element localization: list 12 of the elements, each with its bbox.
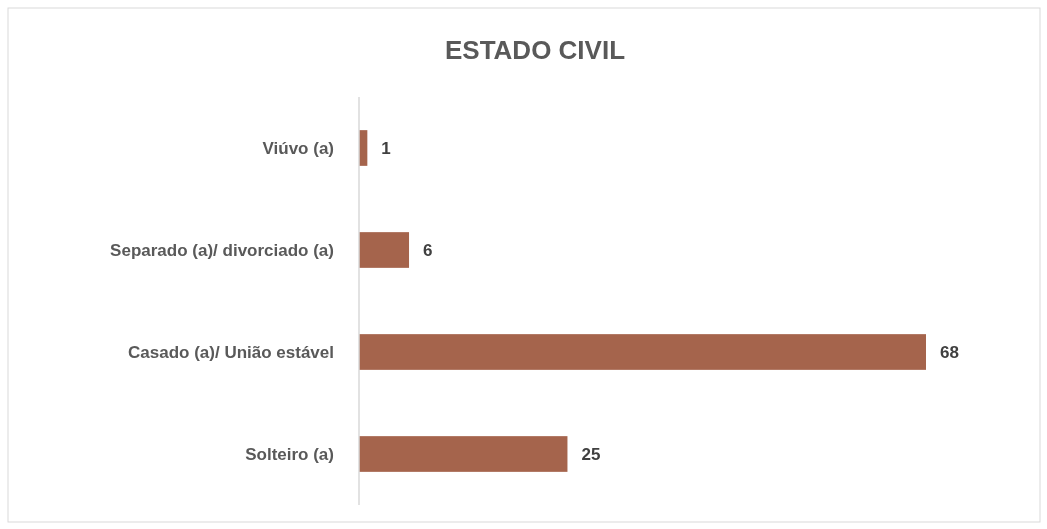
chart-title: ESTADO CIVIL	[444, 35, 626, 66]
bar	[359, 436, 568, 472]
data-label: 25	[581, 444, 601, 464]
y-tick-label: Viúvo (a)	[262, 138, 334, 158]
bar	[359, 334, 926, 370]
y-tick-label: Separado (a)/ divorciado (a)	[110, 240, 334, 260]
data-label: 1	[381, 138, 391, 158]
y-tick-label: Casado (a)/ União estável	[128, 342, 334, 362]
bar	[359, 232, 410, 268]
y-tick-label: Solteiro (a)	[245, 444, 334, 464]
data-label: 68	[940, 342, 959, 362]
data-label: 6	[423, 240, 433, 260]
